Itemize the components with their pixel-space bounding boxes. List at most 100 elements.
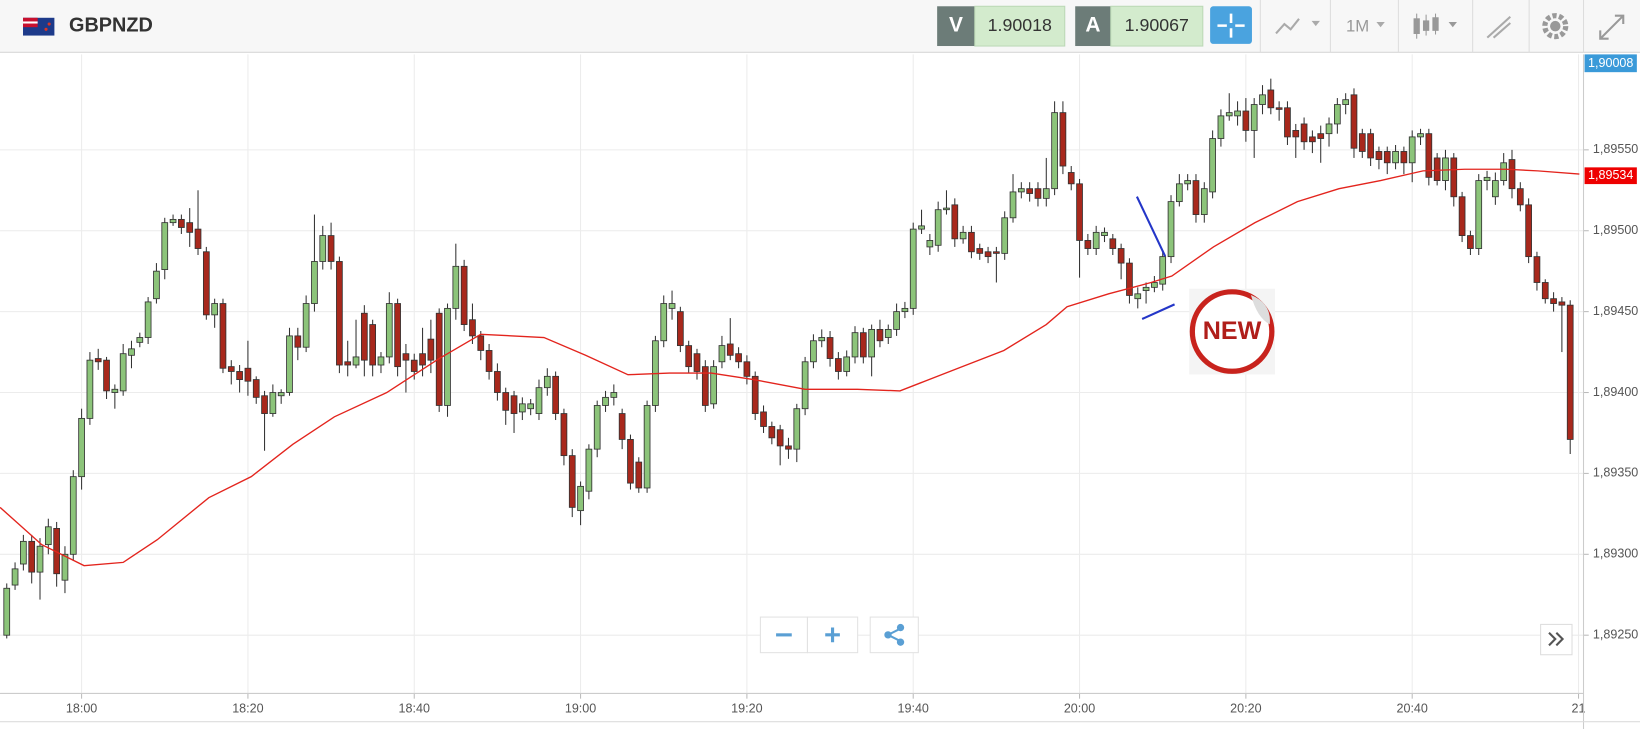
candle-body — [668, 303, 676, 309]
y-tick-label: 1,89450 — [1593, 304, 1638, 318]
candle-body — [1300, 123, 1308, 143]
candle-body — [984, 251, 992, 258]
candle-body — [1508, 159, 1516, 190]
candle-body — [859, 332, 867, 358]
candle-body — [568, 455, 576, 508]
crosshair-button[interactable] — [1210, 6, 1252, 44]
candle-body — [385, 303, 393, 358]
x-tick-label: 19:00 — [565, 701, 596, 715]
candle-body — [252, 379, 260, 398]
candle-body — [344, 361, 352, 366]
candle-body — [610, 392, 618, 398]
candle-body — [1433, 157, 1441, 181]
candle-body — [768, 426, 776, 439]
candle-body — [993, 251, 1000, 254]
candle-body — [336, 261, 343, 366]
candle-body — [851, 332, 859, 358]
zoom-controls — [759, 616, 919, 654]
candle-body — [327, 235, 335, 262]
candle-body — [294, 335, 302, 348]
sell-price: 1.90018 — [988, 15, 1052, 35]
ma-price-tag — [1584, 167, 1637, 185]
plot-area: 1,89250 1,89300 1,89350 1,89400 1,89450 1,895… — [0, 54, 1640, 729]
candle-body — [502, 392, 510, 411]
candle-body — [868, 329, 875, 358]
candle-style-button[interactable] — [1413, 13, 1457, 39]
candle-body — [261, 395, 268, 414]
fullscreen-button[interactable] — [1599, 14, 1625, 40]
candle-body — [119, 353, 127, 392]
candle-body — [818, 337, 826, 342]
candle-body — [161, 222, 169, 270]
moving-average — [0, 168, 1580, 567]
scroll-end-button[interactable] — [1540, 623, 1573, 656]
x-tick-label: 20:00 — [1064, 701, 1095, 715]
candle-body — [36, 545, 44, 573]
candle-body — [1325, 123, 1333, 135]
candle-body — [427, 338, 435, 361]
candle-body — [909, 228, 917, 309]
candle-body — [169, 218, 177, 224]
candle-body — [760, 411, 767, 427]
buy-label: A — [1085, 14, 1100, 37]
candle-body — [286, 335, 293, 393]
x-tick-label: 18:00 — [66, 701, 97, 715]
candle-body — [20, 540, 27, 565]
candle-body — [1483, 176, 1491, 181]
candle-body — [677, 311, 684, 347]
candle-body — [1017, 188, 1025, 193]
sell-button[interactable]: V 1.90018 — [937, 5, 1066, 47]
candle-body — [685, 345, 693, 368]
candle-body — [602, 396, 609, 406]
top-price-label: 1,90008 — [1588, 56, 1633, 70]
candle-body — [1051, 112, 1058, 190]
candle-body — [277, 392, 285, 397]
share-button[interactable] — [869, 616, 919, 654]
candle-body — [360, 312, 368, 361]
candle-body — [951, 204, 959, 240]
candle-body — [1475, 180, 1483, 249]
candle-body — [44, 526, 52, 546]
candle-body — [893, 311, 900, 330]
buy-button[interactable]: A 1.90067 — [1075, 5, 1204, 47]
candle-body — [1334, 104, 1341, 125]
candle-body — [1151, 282, 1158, 288]
candle-body — [1383, 151, 1391, 164]
candle-body — [959, 231, 967, 240]
candle-body — [1516, 188, 1524, 206]
candle-body — [319, 235, 327, 262]
candle-body — [211, 303, 218, 316]
candle-body — [793, 408, 801, 450]
candle-body — [876, 329, 884, 342]
ma-price-label: 1,89534 — [1588, 168, 1633, 182]
candle-body — [1076, 183, 1083, 241]
candle-body — [543, 375, 551, 389]
settings-button[interactable] — [1542, 13, 1569, 40]
sell-label: V — [949, 14, 963, 37]
candle-body — [1126, 262, 1133, 296]
chart-type-button[interactable] — [1275, 18, 1320, 35]
candle-body — [477, 335, 485, 351]
zoom-in-button[interactable] — [806, 616, 859, 654]
candle-body — [61, 553, 69, 581]
candle-body — [94, 358, 102, 363]
candle-body — [1500, 162, 1508, 181]
candle-body — [377, 356, 385, 366]
candle-body — [826, 337, 834, 359]
candle-body — [311, 261, 318, 304]
candle-body — [219, 303, 227, 369]
candle-body — [710, 366, 717, 405]
candle-body — [452, 265, 460, 309]
candle-body — [410, 359, 418, 372]
candle-body — [460, 265, 468, 325]
drawing-button[interactable] — [1486, 15, 1512, 39]
candle-body — [1175, 183, 1183, 203]
candle-body — [1417, 133, 1424, 138]
zoom-out-button[interactable] — [759, 616, 808, 654]
candle-body — [1275, 107, 1283, 110]
candle-body — [884, 329, 892, 338]
candle-body — [1525, 204, 1532, 258]
candle-body — [718, 345, 726, 363]
buy-price: 1.90067 — [1125, 15, 1189, 35]
timeframe-button[interactable]: 1M — [1346, 17, 1385, 36]
